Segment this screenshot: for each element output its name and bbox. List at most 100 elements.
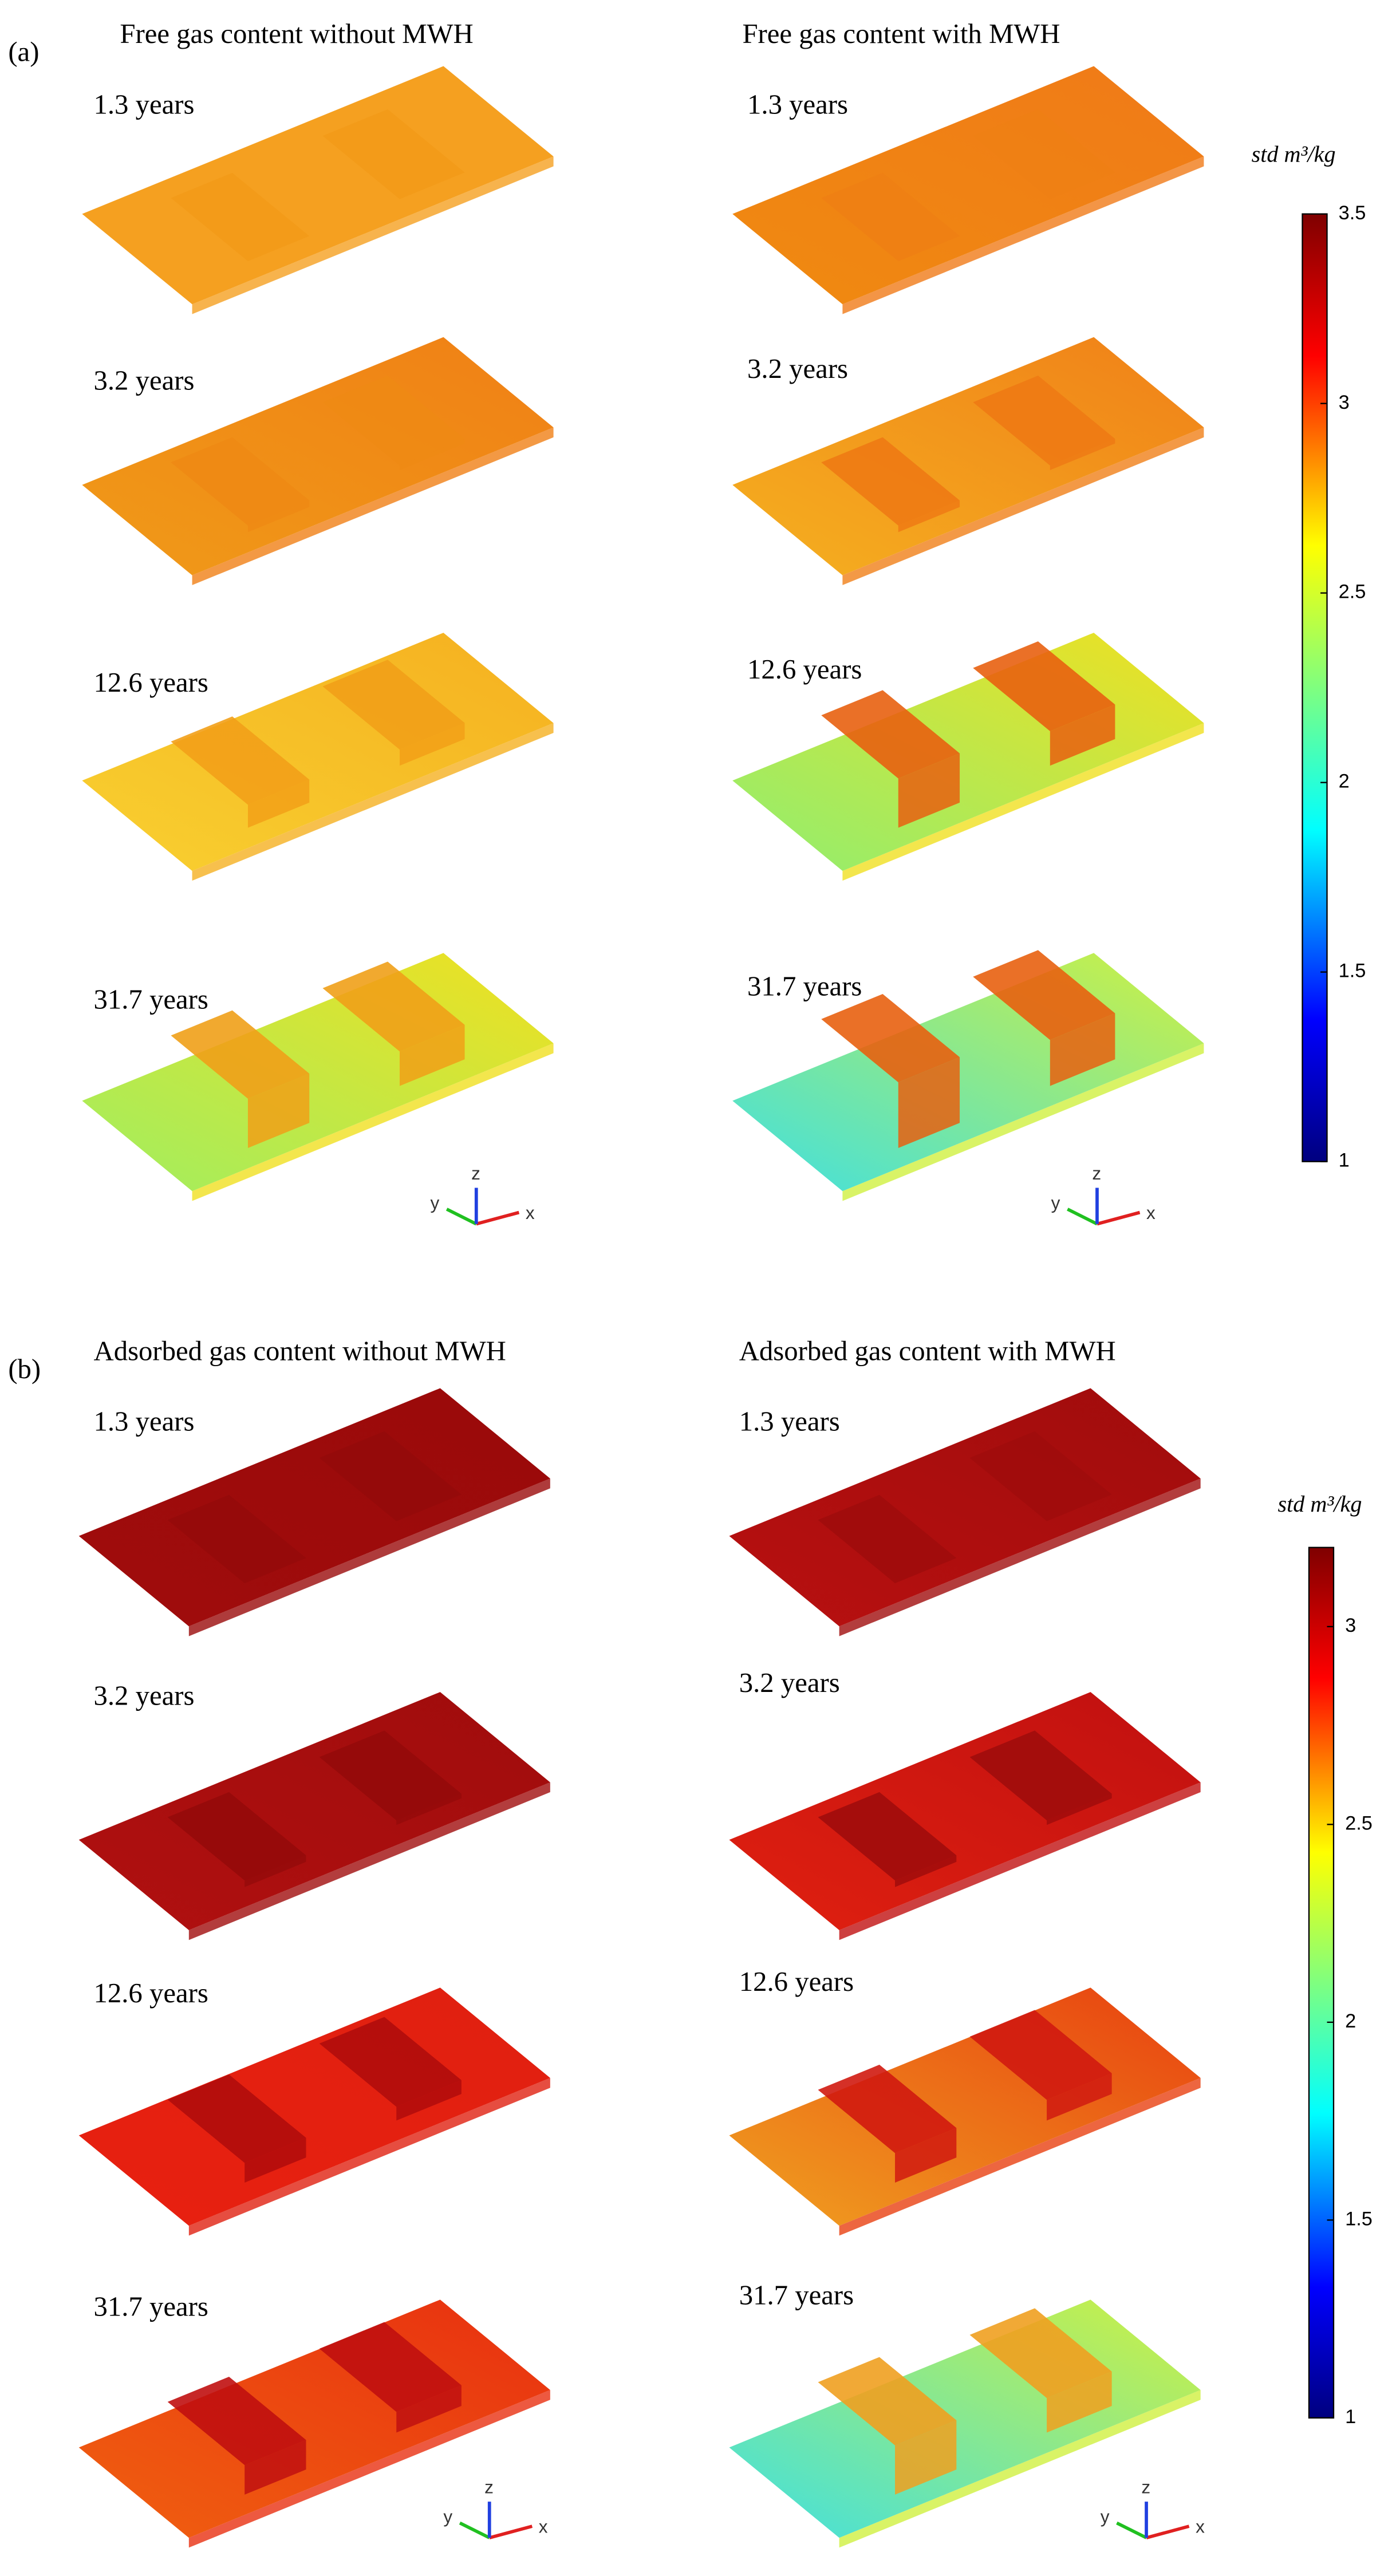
time-label: 1.3 years	[93, 1406, 194, 1437]
surface-top	[78, 1692, 550, 1930]
block-front	[399, 1024, 465, 1086]
surface-edge	[839, 1782, 1201, 1940]
block-top	[322, 376, 465, 466]
surface-edge	[192, 427, 554, 585]
block-top	[171, 437, 310, 526]
block-top	[319, 2017, 462, 2107]
block-top	[818, 1494, 957, 1584]
time-label: 1.3 years	[93, 89, 194, 120]
block-front	[1050, 704, 1115, 766]
surface-top	[732, 66, 1204, 305]
block-top	[969, 1431, 1112, 1521]
block-front	[245, 2440, 306, 2495]
colorbar-tick-label: 3	[1345, 1615, 1356, 1636]
block-top	[319, 1730, 462, 1821]
block-top	[171, 172, 310, 262]
colorbar	[1302, 213, 1328, 1162]
block-top	[322, 961, 465, 1052]
surface-edge	[188, 1478, 550, 1636]
axis-label: y	[1101, 2506, 1110, 2527]
block-top	[969, 1730, 1112, 1821]
block-top	[167, 1792, 306, 1881]
surface-edge	[192, 723, 554, 881]
colorbar-unit: std m³/kg	[1277, 1491, 1362, 1517]
block-front	[245, 2137, 306, 2183]
colorbar-tick-label: 2.5	[1339, 581, 1366, 603]
block-top	[818, 2357, 957, 2445]
surface	[732, 633, 1204, 881]
block-front	[396, 1793, 462, 1825]
axis-label: y	[1051, 1193, 1060, 1213]
surface-top	[78, 1388, 550, 1627]
block-front	[396, 2385, 462, 2433]
block-front	[898, 500, 960, 532]
block-top	[821, 993, 960, 1083]
colorbar-tick-label: 3.5	[1339, 202, 1366, 224]
block-front	[247, 1074, 310, 1148]
colorbar	[1308, 1547, 1335, 2419]
block-top	[821, 172, 960, 262]
surface	[729, 1987, 1201, 2236]
time-label: 31.7 years	[739, 2280, 854, 2311]
block-top	[969, 2308, 1112, 2399]
axis-label: z	[1141, 2477, 1150, 2498]
block-front	[898, 1057, 960, 1148]
axis-x	[476, 1210, 520, 1226]
axis-label: y	[443, 2506, 452, 2527]
column-title: Adsorbed gas content without MWH	[93, 1335, 506, 1366]
time-label: 3.2 years	[93, 1680, 194, 1711]
surface	[82, 337, 554, 585]
block-front	[1050, 1013, 1115, 1086]
block-front	[399, 723, 465, 766]
block-front	[895, 2128, 957, 2183]
surface-edge	[188, 2078, 550, 2236]
column-title: Free gas content with MWH	[742, 18, 1060, 49]
time-label: 1.3 years	[747, 89, 848, 120]
block-top	[167, 2074, 306, 2163]
block-top	[171, 716, 310, 805]
surface	[732, 66, 1204, 314]
colorbar-tick-label: 2.5	[1345, 1812, 1373, 1834]
surface-edge	[188, 2390, 550, 2548]
block-front	[1047, 1793, 1112, 1825]
surface-edge	[839, 2390, 1201, 2548]
block-top	[171, 1010, 310, 1099]
surface-top	[82, 337, 554, 575]
block-top	[973, 950, 1115, 1040]
surface-edge	[842, 427, 1204, 585]
surface	[732, 950, 1204, 1201]
block-front	[1050, 439, 1115, 470]
block-front	[396, 2080, 462, 2121]
colorbar-tick-label: 1	[1345, 2406, 1356, 2428]
surface-top	[729, 2299, 1201, 2538]
colorbar-tick-label: 2	[1345, 2010, 1356, 2032]
colorbar-unit: std m³/kg	[1252, 141, 1336, 167]
surface	[729, 2299, 1201, 2548]
block-front	[247, 500, 310, 532]
colorbar-tick-label: 3	[1339, 392, 1350, 413]
time-label: 31.7 years	[747, 971, 862, 1002]
block-top	[821, 690, 960, 779]
time-label: 12.6 years	[747, 654, 862, 685]
colorbar-tick-label: 1	[1339, 1150, 1350, 1171]
surface-edge	[839, 1478, 1201, 1636]
surface-top	[732, 337, 1204, 575]
block-top	[322, 660, 465, 750]
surface-edge	[192, 156, 554, 314]
surface	[78, 1388, 550, 1636]
block-top	[969, 2010, 1112, 2100]
surface	[78, 1987, 550, 2236]
block-top	[167, 2376, 306, 2465]
axis-x	[1146, 2524, 1190, 2539]
block-top	[319, 1431, 462, 1521]
axis-label: x	[539, 2516, 548, 2536]
time-label: 1.3 years	[739, 1406, 840, 1437]
time-label: 31.7 years	[93, 2291, 208, 2322]
axis-y	[445, 1208, 478, 1226]
surface-top	[729, 1987, 1201, 2226]
surface	[732, 337, 1204, 585]
block-top	[973, 376, 1115, 466]
surface-edge	[188, 1782, 550, 1940]
surface-edge	[839, 2078, 1201, 2236]
